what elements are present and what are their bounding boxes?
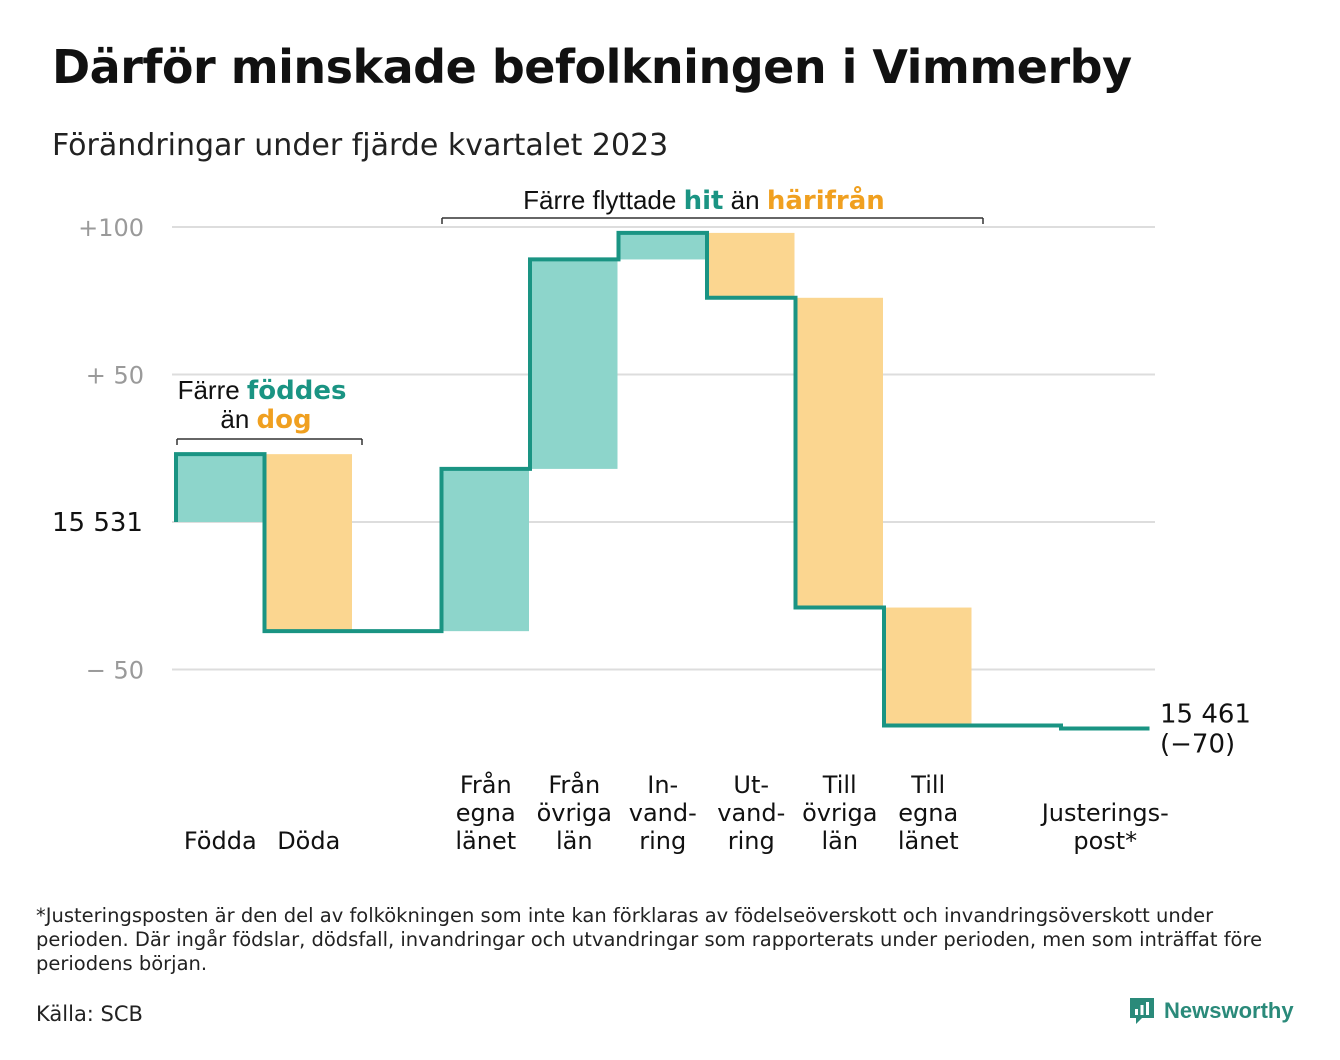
waterfall-bar [885,607,972,726]
y-tick-label: − 50 [86,657,144,685]
y-tick-label: +100 [78,214,144,242]
births-annotation-line2: än dog [220,404,311,435]
category-label: In-vand-ring [629,771,697,855]
start-value-label: 15 531 [52,508,143,538]
line-layer [174,230,1150,731]
waterfall-bar [442,468,529,632]
waterfall-chart: Färre föddes än dog Färre flyttade hit ä… [52,184,1251,855]
newsworthy-logo-icon [1130,998,1154,1024]
waterfall-bar [708,232,795,298]
waterfall-bar [265,454,352,632]
waterfall-bar [177,454,264,522]
y-tick-label: + 50 [86,362,144,390]
waterfall-bar [619,232,706,260]
category-label: Justerings-post* [1040,799,1169,855]
cumulative-step-line [174,230,1150,731]
category-label: Födda [184,827,257,855]
category-label: Till övriga län [802,771,877,855]
waterfall-bar [531,259,618,469]
annotation-layer: Färre föddes än dog Färre flyttade hit ä… [176,184,984,445]
moves-annotation: Färre flyttade hit än härifrån [523,184,885,216]
brand-name: Newsworthy [1164,998,1294,1023]
category-label: Till egna länet [898,771,959,855]
category-label: Ut-vand-ring [717,771,785,855]
category-label: Döda [277,827,340,855]
label-layer: +100 + 50 − 50 15 531 Födda Döda Från egna länet… [52,214,1251,855]
bar-layer [177,232,972,726]
chart-title: Därför minskade befolkningen i Vimmerby [52,40,1132,94]
births-annotation-line1: Färre föddes [178,375,347,406]
source-label: Källa: SCB [36,1002,143,1026]
waterfall-bar [796,297,883,608]
end-change-label: (−70) [1160,730,1235,760]
category-label: Från egna länet [455,770,516,855]
chart-subtitle: Förändringar under fjärde kvartalet 2023 [52,128,669,163]
category-label: Från övriga län [537,770,612,855]
footnote: *Justeringsposten är den del av folkökni… [36,904,1263,975]
end-value-label: 15 461 [1160,700,1251,730]
brand-logo: Newsworthy [1128,996,1294,1026]
